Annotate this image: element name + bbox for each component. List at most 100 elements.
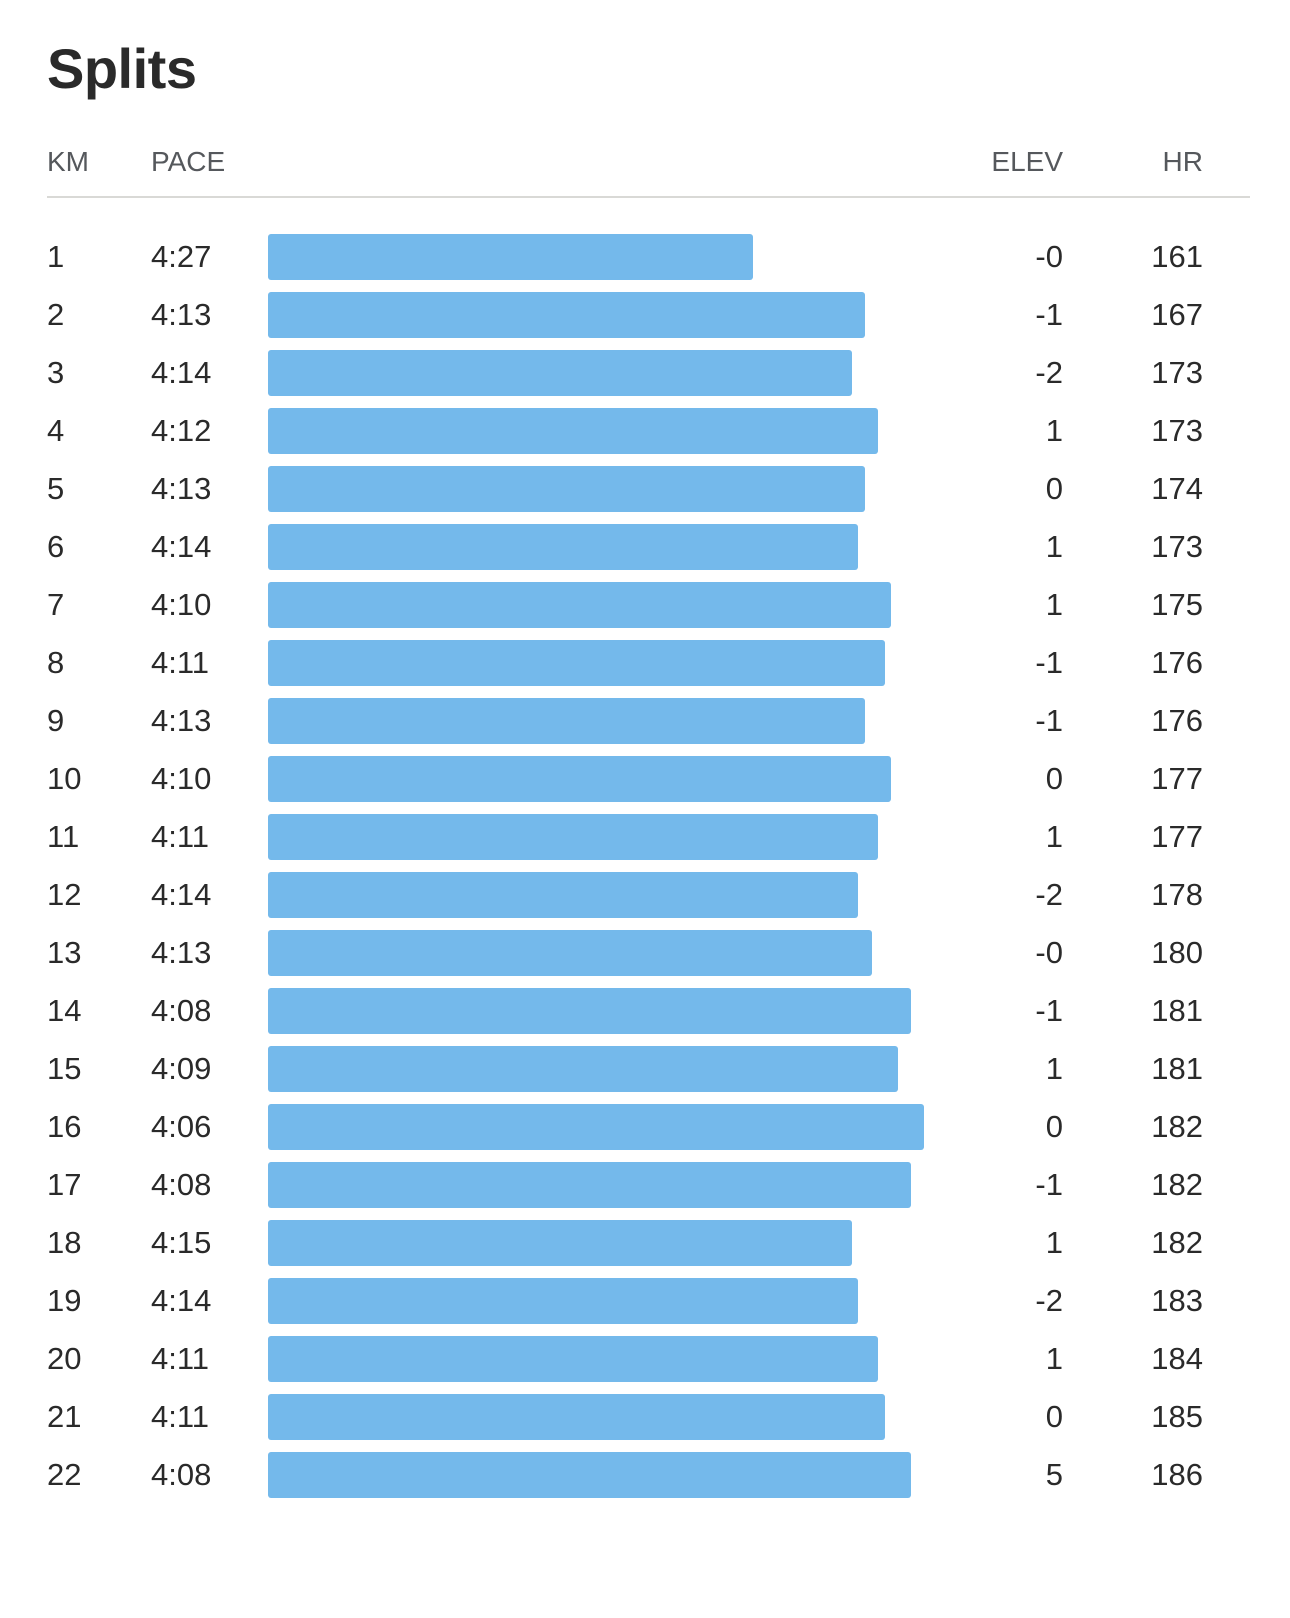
split-row: 4 4:12 1 173 (0, 408, 1290, 466)
pace-bar-track (268, 234, 937, 280)
split-elevation: -1 (1035, 703, 1063, 738)
split-km: 13 (47, 935, 82, 970)
split-pace: 4:11 (151, 645, 210, 680)
split-heart-rate: 173 (1151, 355, 1203, 390)
split-km: 10 (47, 761, 82, 796)
split-pace: 4:10 (151, 761, 212, 796)
pace-bar-track (268, 930, 937, 976)
split-pace: 4:15 (151, 1225, 212, 1260)
split-elevation: 5 (1045, 1457, 1063, 1492)
split-heart-rate: 186 (1151, 1457, 1203, 1492)
split-pace: 4:11 (151, 1341, 210, 1376)
split-row: 11 4:11 1 177 (0, 814, 1290, 872)
pace-bar-track (268, 292, 937, 338)
split-heart-rate: 184 (1151, 1341, 1203, 1376)
split-heart-rate: 181 (1151, 1051, 1203, 1086)
page-title: Splits (47, 37, 197, 100)
split-heart-rate: 182 (1151, 1225, 1203, 1260)
split-pace: 4:14 (151, 529, 212, 564)
pace-bar-track (268, 814, 937, 860)
split-heart-rate: 178 (1151, 877, 1203, 912)
split-row: 9 4:13 -1 176 (0, 698, 1290, 756)
split-elevation: 1 (1045, 1225, 1063, 1260)
split-pace: 4:11 (151, 1399, 210, 1434)
split-heart-rate: 176 (1151, 645, 1203, 680)
pace-bar (268, 466, 865, 512)
split-pace: 4:08 (151, 993, 212, 1028)
split-pace: 4:13 (151, 703, 212, 738)
split-row: 18 4:15 1 182 (0, 1220, 1290, 1278)
split-row: 14 4:08 -1 181 (0, 988, 1290, 1046)
split-km: 12 (47, 877, 82, 912)
split-heart-rate: 180 (1151, 935, 1203, 970)
split-km: 9 (47, 703, 65, 738)
split-km: 1 (47, 239, 65, 274)
split-row: 20 4:11 1 184 (0, 1336, 1290, 1394)
split-pace: 4:14 (151, 877, 212, 912)
split-km: 11 (47, 819, 80, 854)
split-row: 3 4:14 -2 173 (0, 350, 1290, 408)
split-elevation: -1 (1035, 297, 1063, 332)
split-heart-rate: 185 (1151, 1399, 1203, 1434)
pace-bar-track (268, 1104, 937, 1150)
split-elevation: -2 (1035, 355, 1063, 390)
pace-bar-track (268, 1046, 937, 1092)
split-row: 16 4:06 0 182 (0, 1104, 1290, 1162)
split-km: 16 (47, 1109, 82, 1144)
split-km: 7 (47, 587, 65, 622)
splits-table-body: 1 4:27 -0 161 2 4:13 -1 167 3 4:14 -2 17… (0, 234, 1290, 1510)
split-km: 22 (47, 1457, 82, 1492)
pace-bar (268, 408, 879, 454)
split-pace: 4:13 (151, 471, 212, 506)
column-header-pace: PACE (151, 146, 226, 177)
split-elevation: 1 (1045, 1051, 1063, 1086)
split-pace: 4:14 (151, 1283, 212, 1318)
split-elevation: -0 (1035, 239, 1063, 274)
pace-bar-track (268, 408, 937, 454)
split-heart-rate: 167 (1151, 297, 1203, 332)
column-header-km: KM (47, 146, 89, 177)
pace-bar-track (268, 1394, 937, 1440)
split-row: 19 4:14 -2 183 (0, 1278, 1290, 1336)
split-pace: 4:12 (151, 413, 212, 448)
split-km: 14 (47, 993, 82, 1028)
pace-bar-track (268, 1336, 937, 1382)
split-km: 19 (47, 1283, 82, 1318)
split-heart-rate: 177 (1151, 819, 1203, 854)
split-pace: 4:08 (151, 1167, 212, 1202)
split-heart-rate: 181 (1151, 993, 1203, 1028)
pace-bar-track (268, 582, 937, 628)
split-row: 8 4:11 -1 176 (0, 640, 1290, 698)
split-pace: 4:27 (151, 239, 212, 274)
split-pace: 4:13 (151, 297, 212, 332)
split-pace: 4:09 (151, 1051, 212, 1086)
pace-bar (268, 1162, 911, 1208)
pace-bar (268, 234, 754, 280)
split-row: 17 4:08 -1 182 (0, 1162, 1290, 1220)
pace-bar-track (268, 698, 937, 744)
split-heart-rate: 173 (1151, 529, 1203, 564)
split-pace: 4:11 (151, 819, 210, 854)
split-elevation: 1 (1045, 819, 1063, 854)
split-km: 17 (47, 1167, 82, 1202)
split-elevation: 1 (1045, 413, 1063, 448)
split-pace: 4:10 (151, 587, 212, 622)
split-pace: 4:08 (151, 1457, 212, 1492)
pace-bar (268, 814, 879, 860)
pace-bar-track (268, 350, 937, 396)
pace-bar (268, 756, 891, 802)
pace-bar (268, 524, 859, 570)
split-elevation: 1 (1045, 529, 1063, 564)
pace-bar-track (268, 1278, 937, 1324)
split-km: 2 (47, 297, 65, 332)
pace-bar-track (268, 640, 937, 686)
split-elevation: 0 (1045, 1109, 1063, 1144)
split-row: 12 4:14 -2 178 (0, 872, 1290, 930)
split-row: 1 4:27 -0 161 (0, 234, 1290, 292)
pace-bar (268, 582, 891, 628)
split-row: 13 4:13 -0 180 (0, 930, 1290, 988)
column-header-elev: ELEV (991, 146, 1063, 177)
pace-bar (268, 1278, 859, 1324)
pace-bar-track (268, 1220, 937, 1266)
split-km: 21 (47, 1399, 82, 1434)
